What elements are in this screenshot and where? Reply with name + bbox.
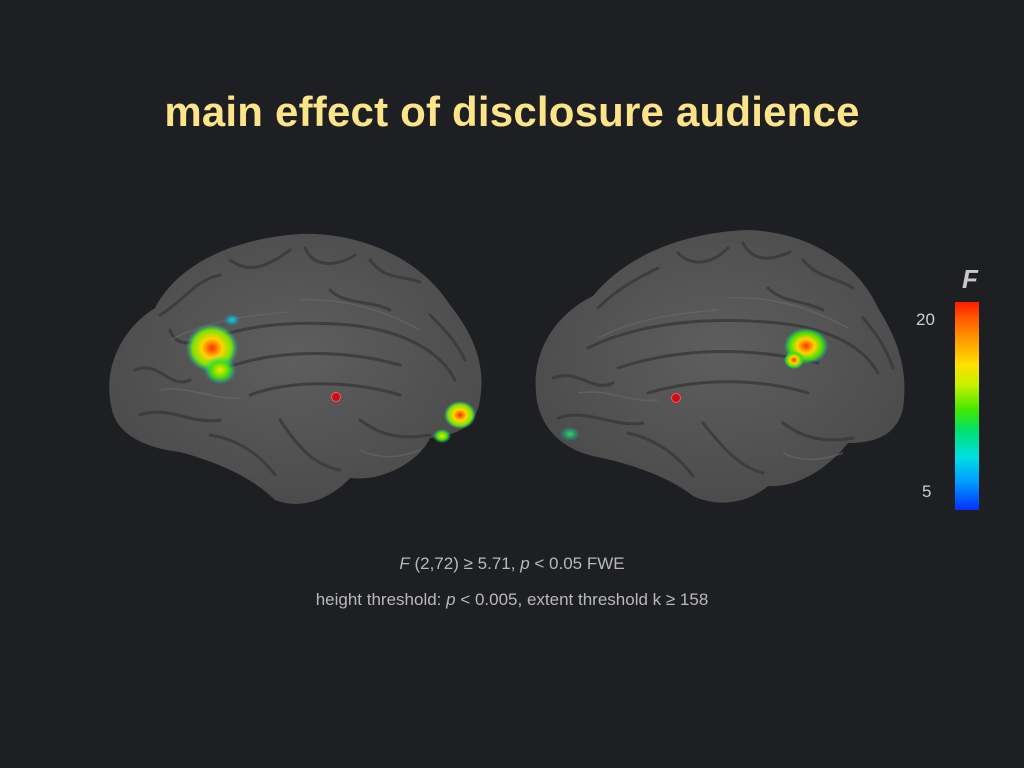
threshold-p-symbol: p — [446, 590, 456, 609]
brain-right-medial — [535, 230, 905, 503]
activation-blob — [560, 427, 580, 441]
activation-blob — [224, 314, 240, 326]
activation-blob — [204, 356, 236, 384]
stat-caption: F (2,72) ≥ 5.71, p < 0.05 FWE — [0, 554, 1024, 574]
activation-blob — [444, 401, 476, 429]
colorbar — [955, 302, 979, 510]
activation-blob — [433, 429, 451, 443]
brain-right-surface — [535, 230, 905, 503]
threshold-prefix: height threshold: — [315, 590, 447, 609]
stat-text: (2,72) ≥ 5.71, — [409, 554, 521, 573]
threshold-caption: height threshold: p < 0.005, extent thre… — [0, 590, 1024, 610]
brain-marker — [671, 393, 681, 403]
colorbar-min-label: 5 — [922, 482, 932, 501]
activation-blob — [784, 351, 804, 369]
threshold-rest: < 0.005, extent threshold k ≥ 158 — [455, 590, 709, 609]
slide-title: main effect of disclosure audience — [164, 88, 860, 135]
brain-left-surface — [109, 233, 482, 504]
colorbar-max-label: 20 — [916, 310, 935, 329]
colorbar-label: F — [962, 264, 978, 294]
stat-symbol: F — [399, 554, 410, 573]
p-text: < 0.05 FWE — [529, 554, 625, 573]
brain-left-medial — [109, 233, 482, 504]
brain-marker — [331, 392, 341, 402]
p-symbol: p — [520, 554, 530, 573]
